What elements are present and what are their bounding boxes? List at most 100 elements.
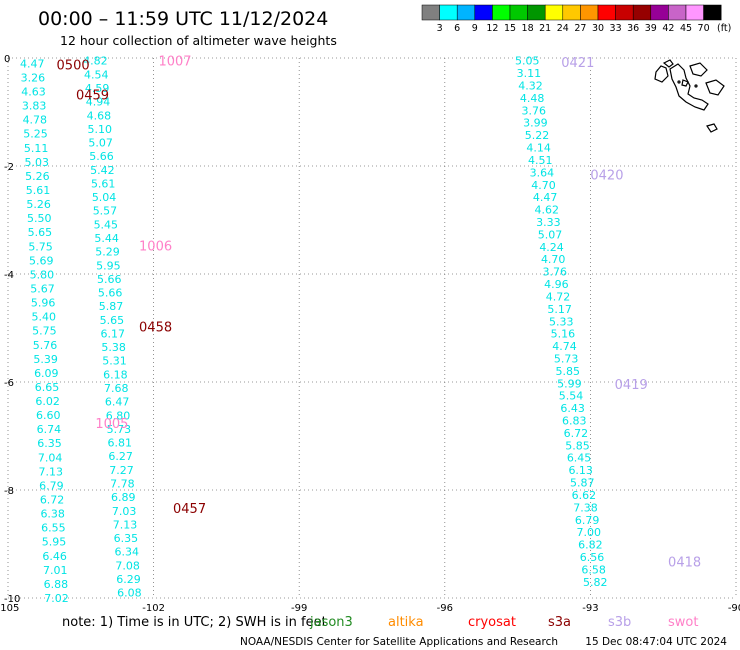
wave-height-value: 4.82 [83, 55, 108, 68]
wave-height-value: 6.35 [37, 437, 62, 450]
wave-height-value: 7.27 [109, 464, 134, 477]
legend-swatch [632, 4, 652, 21]
wave-height-value: 5.39 [33, 353, 58, 366]
wave-height-value: 3.11 [517, 67, 542, 80]
map-subtitle: 12 hour collection of altimeter wave hei… [60, 33, 337, 48]
legend-tick-label: 27 [574, 23, 586, 34]
wave-height-value: 6.89 [111, 491, 136, 504]
legend-tick-label: 36 [627, 23, 639, 34]
altimeter-tracks: 4.473.264.633.834.785.255.115.035.265.61… [20, 55, 607, 605]
wave-height-value: 5.75 [28, 240, 53, 253]
legend-swatch [580, 4, 599, 21]
wave-height-value: 5.33 [549, 315, 574, 328]
legend-tick-label: 3 [437, 23, 443, 34]
satellite-legend: jason3 altika cryosat s3a s3b swot [309, 615, 698, 630]
wave-height-value: 5.95 [96, 259, 121, 272]
wave-height-value: 5.31 [102, 355, 127, 368]
wave-height-value: 4.94 [86, 96, 111, 109]
wave-height-value: 5.26 [25, 170, 50, 183]
wave-height-value: 7.78 [110, 477, 135, 490]
wave-height-value: 4.68 [87, 109, 112, 122]
wave-height-value: 6.46 [42, 550, 67, 563]
wave-height-value: 4.48 [520, 92, 545, 105]
wave-height-value: 7.13 [113, 518, 138, 531]
wave-height-value: 6.38 [40, 508, 65, 521]
wave-height-value: 6.18 [103, 368, 128, 381]
wave-height-value: 6.79 [575, 514, 600, 527]
legend-tick-label: 12 [486, 23, 498, 34]
legend-swatch [456, 4, 476, 21]
legend-swatch [527, 4, 546, 21]
satellite-legend-altika: altika [388, 615, 424, 630]
legend-swatch [685, 4, 704, 21]
wave-height-value: 4.72 [546, 290, 571, 303]
pass-time-label: 0457 [173, 502, 206, 517]
wave-height-value: 3.76 [522, 104, 547, 117]
wave-height-value: 6.17 [101, 327, 126, 340]
wave-height-value: 4.70 [541, 253, 566, 266]
legend-tick-label: 30 [592, 23, 604, 34]
wave-height-value: 5.82 [583, 576, 608, 589]
legend-swatch [597, 4, 616, 21]
wave-height-value: 5.99 [557, 377, 582, 390]
wave-height-value: 7.68 [104, 382, 129, 395]
wave-height-value: 4.78 [23, 114, 48, 127]
pass-time-label: 0421 [561, 56, 594, 71]
wave-height-value: 5.73 [107, 423, 132, 436]
legend-swatch [509, 4, 528, 21]
credit-text: NOAA/NESDIS Center for Satellite Applica… [240, 636, 558, 648]
wave-height-value: 5.76 [33, 339, 58, 352]
wave-height-value: 4.63 [21, 86, 46, 99]
wave-height-value: 5.26 [26, 198, 51, 211]
longitude-tick-label: -102 [142, 603, 165, 614]
wave-height-value: 5.04 [92, 191, 117, 204]
wave-height-value: 7.38 [573, 501, 598, 514]
legend-swatch [439, 4, 458, 21]
wave-height-value: 5.03 [24, 156, 49, 169]
pass-time-labels: 0500 0459 0458 0457 1007 1006 1005 0421 0420 0419… [57, 55, 702, 571]
legend-swatch [421, 4, 440, 21]
satellite-legend-s3b: s3b [608, 615, 631, 630]
wave-height-value: 5.87 [99, 300, 124, 313]
legend-tick-label: 39 [645, 23, 657, 34]
wave-height-value: 7.01 [43, 564, 68, 577]
wave-height-value: 5.05 [515, 55, 540, 68]
wave-height-value: 5.07 [538, 228, 563, 241]
wave-height-value: 4.59 [85, 82, 110, 95]
wave-height-value: 6.65 [35, 381, 60, 394]
wave-height-value: 5.61 [91, 177, 116, 190]
legend-swatch [492, 4, 511, 21]
wave-height-value: 4.62 [534, 204, 559, 217]
wave-height-value: 5.50 [27, 212, 52, 225]
pass-time-label: 0420 [590, 169, 623, 184]
footer-note: note: 1) Time is in UTC; 2) SWH is in fe… [62, 615, 327, 630]
legend-tick-label: 15 [504, 23, 516, 34]
wave-height-value: 6.83 [562, 415, 587, 428]
wave-height-value: 7.13 [39, 465, 64, 478]
satellite-legend-cryosat: cryosat [468, 615, 516, 630]
wave-height-value: 6.55 [41, 522, 66, 535]
legend-swatch [615, 4, 634, 21]
wave-height-value: 4.47 [533, 191, 558, 204]
wave-height-value: 5.85 [565, 439, 590, 452]
wave-height-value: 6.60 [36, 409, 61, 422]
wave-height-value: 7.03 [112, 505, 137, 518]
sat-track-a: 4.824.544.594.944.685.105.075.665.425.61… [83, 55, 141, 600]
satellite-legend-s3a: s3a [548, 615, 571, 630]
legend-swatch [474, 4, 493, 21]
latitude-tick-label: -2 [4, 162, 14, 173]
legend-swatch [562, 4, 581, 21]
wave-height-value: 5.65 [28, 226, 53, 239]
legend-unit-label: (ft) [717, 23, 731, 34]
sat-track-b: 5.053.114.324.483.763.995.224.144.513.64… [515, 55, 607, 589]
longitude-tick-label: -99 [291, 603, 307, 614]
pass-time-label: 1005 [95, 417, 128, 432]
pass-time-label: 0500 [57, 58, 90, 73]
galapagos-islands-outline [654, 59, 725, 133]
legend-tick-label: 33 [610, 23, 622, 34]
legend-tick-label: 9 [472, 23, 478, 34]
wave-height-value: 3.83 [22, 100, 47, 113]
wave-height-value: 5.54 [559, 390, 584, 403]
wave-height-value: 5.75 [32, 325, 57, 338]
